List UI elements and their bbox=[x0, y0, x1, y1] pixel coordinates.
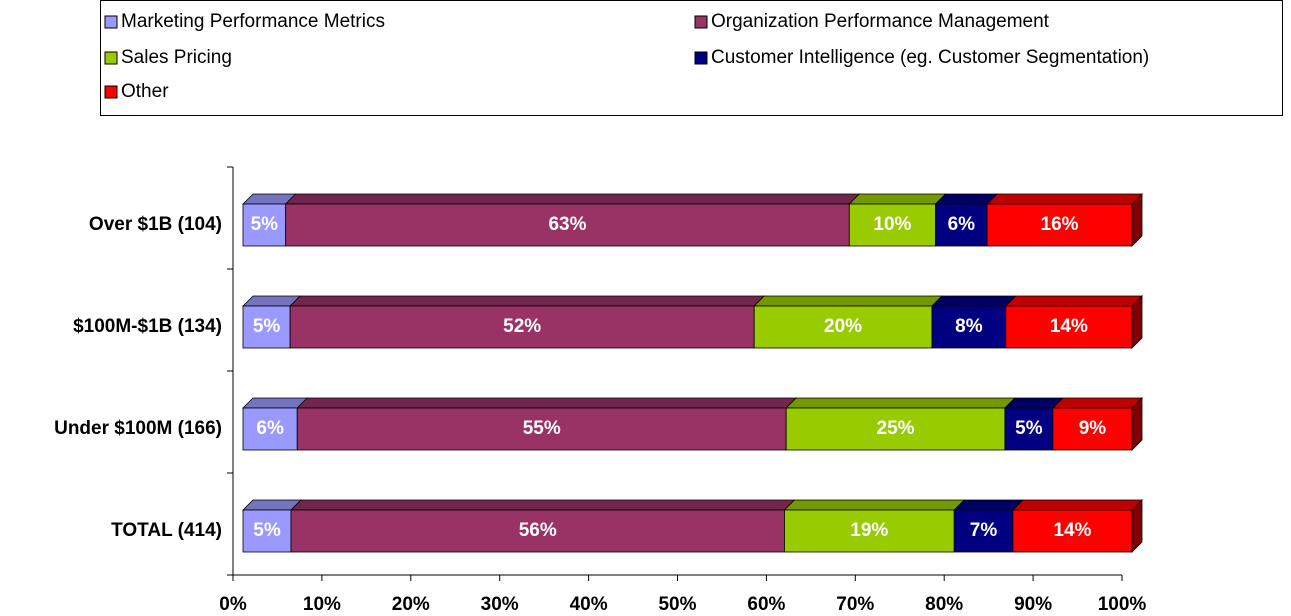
bar bbox=[848, 203, 936, 247]
data-label: 19% bbox=[850, 520, 888, 541]
data-label: 16% bbox=[1041, 214, 1079, 235]
legend-swatch bbox=[694, 51, 708, 65]
data-label: 20% bbox=[824, 316, 862, 337]
bar-top bbox=[953, 499, 1024, 511]
data-label: 63% bbox=[548, 214, 586, 235]
bar bbox=[242, 305, 291, 349]
legend-label: Organization Performance Management bbox=[711, 11, 1050, 32]
bar-top bbox=[242, 397, 309, 409]
x-tick-label: 0% bbox=[219, 594, 247, 615]
bar bbox=[242, 203, 287, 247]
bar bbox=[290, 509, 785, 553]
legend-swatch bbox=[104, 85, 118, 99]
x-tick-label: 30% bbox=[481, 594, 519, 615]
bar bbox=[931, 305, 1007, 349]
bar-top bbox=[1011, 499, 1143, 511]
bar bbox=[785, 407, 1006, 451]
legend-label: Sales Pricing bbox=[121, 47, 232, 68]
legend-label: Marketing Performance Metrics bbox=[121, 11, 385, 32]
legend-swatch bbox=[104, 51, 118, 65]
data-label: 8% bbox=[955, 316, 983, 337]
bar-top bbox=[753, 295, 943, 307]
bar bbox=[296, 407, 787, 451]
x-tick-label: 40% bbox=[570, 594, 608, 615]
y-tick-label: Under $100M (166) bbox=[54, 418, 222, 439]
x-tick-label: 60% bbox=[747, 594, 785, 615]
bar bbox=[1052, 407, 1133, 451]
x-tick-label: 90% bbox=[1014, 594, 1052, 615]
x-tick-label: 80% bbox=[925, 594, 963, 615]
bar-top bbox=[296, 397, 798, 409]
legend-box bbox=[100, 0, 1283, 116]
legend-label: Other bbox=[121, 81, 169, 102]
data-label: 56% bbox=[519, 520, 557, 541]
y-tick-label: Over $1B (104) bbox=[89, 214, 222, 235]
y-tick-label: $100M-$1B (134) bbox=[73, 316, 222, 337]
bar-top bbox=[848, 193, 947, 205]
y-tick-label: TOTAL (414) bbox=[111, 520, 222, 541]
bar-side bbox=[1131, 397, 1143, 451]
x-tick-label: 100% bbox=[1098, 594, 1147, 615]
bar bbox=[1005, 305, 1133, 349]
data-label: 6% bbox=[948, 214, 976, 235]
bar-side bbox=[1131, 499, 1143, 553]
bar-top bbox=[1004, 295, 1143, 307]
bar-side bbox=[1131, 295, 1143, 349]
legend-swatch bbox=[694, 15, 708, 29]
data-label: 9% bbox=[1079, 418, 1107, 439]
bar bbox=[242, 407, 298, 451]
bar bbox=[285, 203, 850, 247]
bar-top bbox=[986, 193, 1143, 205]
data-label: 10% bbox=[873, 214, 911, 235]
bar-top bbox=[931, 295, 1017, 307]
bar-top bbox=[289, 295, 766, 307]
bar-top bbox=[783, 499, 966, 511]
data-label: 55% bbox=[523, 418, 561, 439]
legend-swatch bbox=[104, 15, 118, 29]
data-label: 14% bbox=[1053, 520, 1091, 541]
bar-top bbox=[290, 499, 796, 511]
data-label: 52% bbox=[503, 316, 541, 337]
bar-top bbox=[785, 397, 1016, 409]
x-tick-label: 10% bbox=[303, 594, 341, 615]
data-label: 5% bbox=[251, 214, 279, 235]
bar-top bbox=[284, 193, 861, 205]
x-tick-label: 70% bbox=[836, 594, 874, 615]
bar-side bbox=[1131, 193, 1143, 247]
data-label: 25% bbox=[877, 418, 915, 439]
x-tick-label: 50% bbox=[658, 594, 696, 615]
data-label: 7% bbox=[970, 520, 998, 541]
x-tick-label: 20% bbox=[392, 594, 430, 615]
data-label: 5% bbox=[253, 520, 281, 541]
bar-top bbox=[1051, 397, 1143, 409]
data-label: 14% bbox=[1050, 316, 1088, 337]
bar bbox=[289, 305, 755, 349]
data-label: 6% bbox=[256, 418, 284, 439]
legend-label: Customer Intelligence (eg. Customer Segm… bbox=[711, 47, 1149, 68]
bar bbox=[784, 509, 955, 553]
bar bbox=[935, 203, 988, 247]
bar-top bbox=[934, 193, 999, 205]
data-label: 5% bbox=[253, 316, 281, 337]
data-label: 5% bbox=[1015, 418, 1043, 439]
